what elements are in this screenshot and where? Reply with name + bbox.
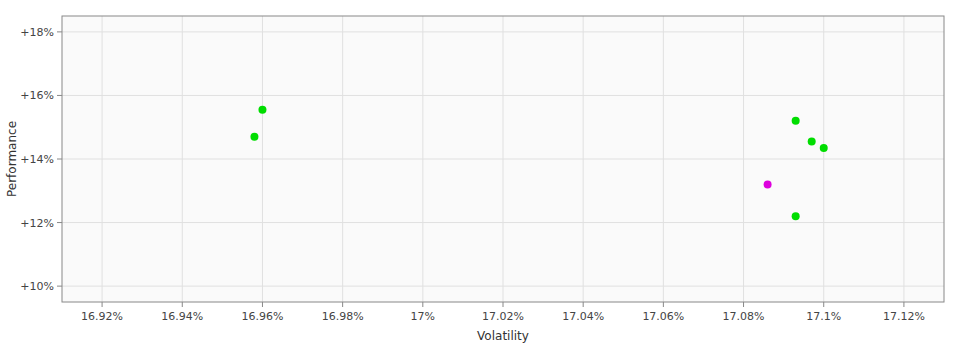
y-tick [57, 286, 62, 287]
x-tick [262, 302, 263, 307]
y-tick [57, 31, 62, 32]
x-tick [422, 302, 423, 307]
scatter-point [820, 144, 828, 152]
scatter-point [250, 133, 258, 141]
x-tick-label: 17.12% [883, 310, 925, 323]
y-grid-line [62, 159, 944, 160]
x-tick-label: 17.1% [806, 310, 841, 323]
x-tick-label: 16.94% [161, 310, 203, 323]
plot-frame [62, 16, 944, 302]
y-tick-label: +10% [20, 280, 54, 293]
x-axis-label: Volatility [477, 329, 529, 343]
x-tick-label: 17.06% [642, 310, 684, 323]
x-tick-label: 16.98% [322, 310, 364, 323]
y-tick-label: +14% [20, 153, 54, 166]
scatter-point [792, 117, 800, 125]
chart: 16.92% 16.94% 16.96% 16.98% 17% 17.02% 17.04% 1… [0, 0, 966, 350]
axes: 16.92% 16.94% 16.96% 16.98% 17% 17.02% 17.04% 1… [20, 26, 925, 323]
x-tick [342, 302, 343, 307]
x-tick [182, 302, 183, 307]
y-grid-line [62, 222, 944, 223]
x-tick [503, 302, 504, 307]
x-tick [583, 302, 584, 307]
points [250, 106, 827, 220]
grid [62, 16, 944, 302]
x-tick-label: 17.04% [562, 310, 604, 323]
y-grid-line [62, 31, 944, 32]
y-tick [57, 159, 62, 160]
scatter-point [764, 180, 772, 188]
x-tick-label: 17.08% [723, 310, 765, 323]
y-tick-label: +12% [20, 217, 54, 230]
x-tick-label: 17.02% [482, 310, 524, 323]
x-tick-label: 17% [411, 310, 435, 323]
y-grid-line [62, 95, 944, 96]
x-tick [663, 302, 664, 307]
x-tick [823, 302, 824, 307]
y-grid-line [62, 286, 944, 287]
y-tick [57, 95, 62, 96]
y-tick-label: +16% [20, 89, 54, 102]
x-tick [903, 302, 904, 307]
y-axis-label: Performance [5, 121, 19, 197]
scatter-point [258, 106, 266, 114]
scatter-point [808, 138, 816, 146]
x-tick-label: 16.92% [81, 310, 123, 323]
plot-background [62, 16, 944, 302]
x-tick-label: 16.96% [241, 310, 283, 323]
x-tick [102, 302, 103, 307]
y-tick [57, 222, 62, 223]
y-tick-label: +18% [20, 26, 54, 39]
x-tick [743, 302, 744, 307]
scatter-point [792, 212, 800, 220]
